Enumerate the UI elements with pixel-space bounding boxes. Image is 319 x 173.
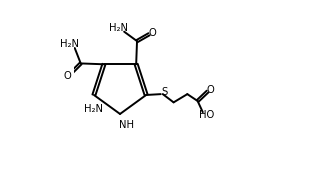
- Text: O: O: [148, 28, 156, 38]
- Text: S: S: [161, 87, 167, 97]
- Text: H₂N: H₂N: [84, 104, 102, 114]
- Text: HO: HO: [199, 110, 214, 120]
- Text: NH: NH: [119, 120, 134, 130]
- Text: H₂N: H₂N: [60, 39, 79, 49]
- Text: O: O: [207, 85, 215, 95]
- Text: H₂N: H₂N: [109, 23, 128, 33]
- Text: O: O: [63, 71, 71, 81]
